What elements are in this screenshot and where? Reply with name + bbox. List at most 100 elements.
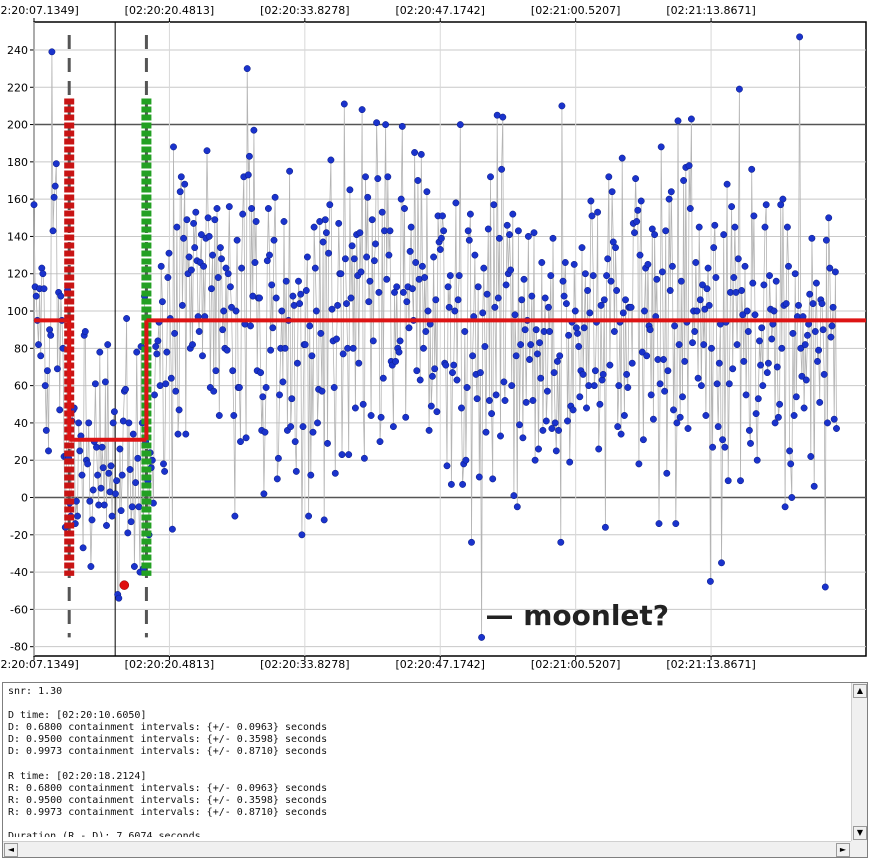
y-tick-label: 140 [7,230,28,243]
data-point [466,210,474,218]
data-point [424,307,432,315]
data-point [393,283,401,291]
data-point [383,275,391,283]
data-point [48,48,56,56]
data-point [375,288,383,296]
data-point [800,404,808,412]
data-point [189,341,196,349]
data-point [210,387,218,395]
data-point [420,344,427,352]
data-point [439,212,446,220]
data-point [791,270,799,278]
data-point [366,277,374,285]
scroll-right-arrow-icon[interactable]: ► [836,843,850,857]
data-point [533,350,541,358]
x-tick-label-bottom: [02:20:47.1742] [396,658,485,671]
data-point [546,328,554,335]
data-point [422,328,430,335]
data-point [128,503,136,511]
data-point [112,490,119,498]
data-point [570,260,578,268]
data-point [427,402,435,410]
results-text-panel: snr: 1.30 D time: [02:20:10.6050] D: 0.680… [2,682,868,858]
scroll-left-arrow-icon[interactable]: ◄ [4,843,18,857]
data-point [538,259,546,266]
data-point [91,380,99,388]
data-point [286,167,294,175]
data-point [406,247,414,255]
data-point [443,462,451,470]
data-point [597,301,605,309]
data-point [292,467,300,475]
data-point [696,296,704,304]
data-point [178,301,186,309]
data-point [715,359,723,367]
data-point [261,428,269,436]
data-point [192,208,200,216]
data-point [215,412,223,419]
data-point [637,197,645,205]
data-point [581,270,589,278]
data-point [692,259,700,266]
data-point [743,307,751,315]
data-point [244,171,252,179]
data-point [614,423,622,431]
data-point [671,322,679,330]
data-point [235,384,243,391]
data-point [679,393,686,401]
data-point [229,367,237,375]
data-point [465,236,473,244]
data-point [596,400,604,408]
data-point [447,480,455,488]
horizontal-scrollbar[interactable]: ◄ ► [3,841,851,857]
data-point [208,285,215,293]
data-point [661,387,669,395]
data-point [289,292,297,300]
data-point [541,294,549,302]
y-tick-label: 40 [14,417,28,430]
data-point [758,324,766,332]
data-point [411,149,419,156]
data-point [822,236,830,244]
data-point [177,173,185,181]
data-point [687,115,695,123]
report-line [8,759,847,771]
data-point [223,346,231,354]
data-point [191,244,199,252]
data-point [317,329,325,337]
data-point [782,300,790,308]
vertical-scrollbar[interactable]: ▲ ▼ [851,683,867,841]
data-point [343,300,350,308]
data-point [327,156,335,164]
data-point [700,341,708,349]
data-point [753,456,761,464]
data-point [774,413,782,421]
data-point [545,303,552,311]
data-point [511,311,519,319]
scroll-up-arrow-icon[interactable]: ▲ [853,684,867,698]
data-point [680,177,688,184]
y-tick-label: 160 [7,193,28,206]
data-point [749,279,757,287]
data-point [200,262,208,270]
data-point [574,329,581,337]
data-point [747,439,754,447]
data-point [440,227,448,235]
y-tick-label: 200 [7,119,28,132]
x-tick-label-top: [02:20:33.8278] [260,4,349,17]
data-point [528,292,536,300]
data-point [104,341,112,349]
data-point [571,307,579,315]
data-point [252,218,260,225]
report-line: D: 0.9500 containment intervals: {+/- 0.… [8,734,328,746]
data-point [751,311,759,319]
data-point [644,260,652,268]
data-point [321,216,329,224]
data-point [97,484,105,492]
y-tick-label: 240 [7,44,28,57]
data-point [242,434,250,442]
data-point [721,443,729,451]
data-point [38,264,46,272]
data-point [205,232,213,240]
scroll-down-arrow-icon[interactable]: ▼ [853,826,867,840]
